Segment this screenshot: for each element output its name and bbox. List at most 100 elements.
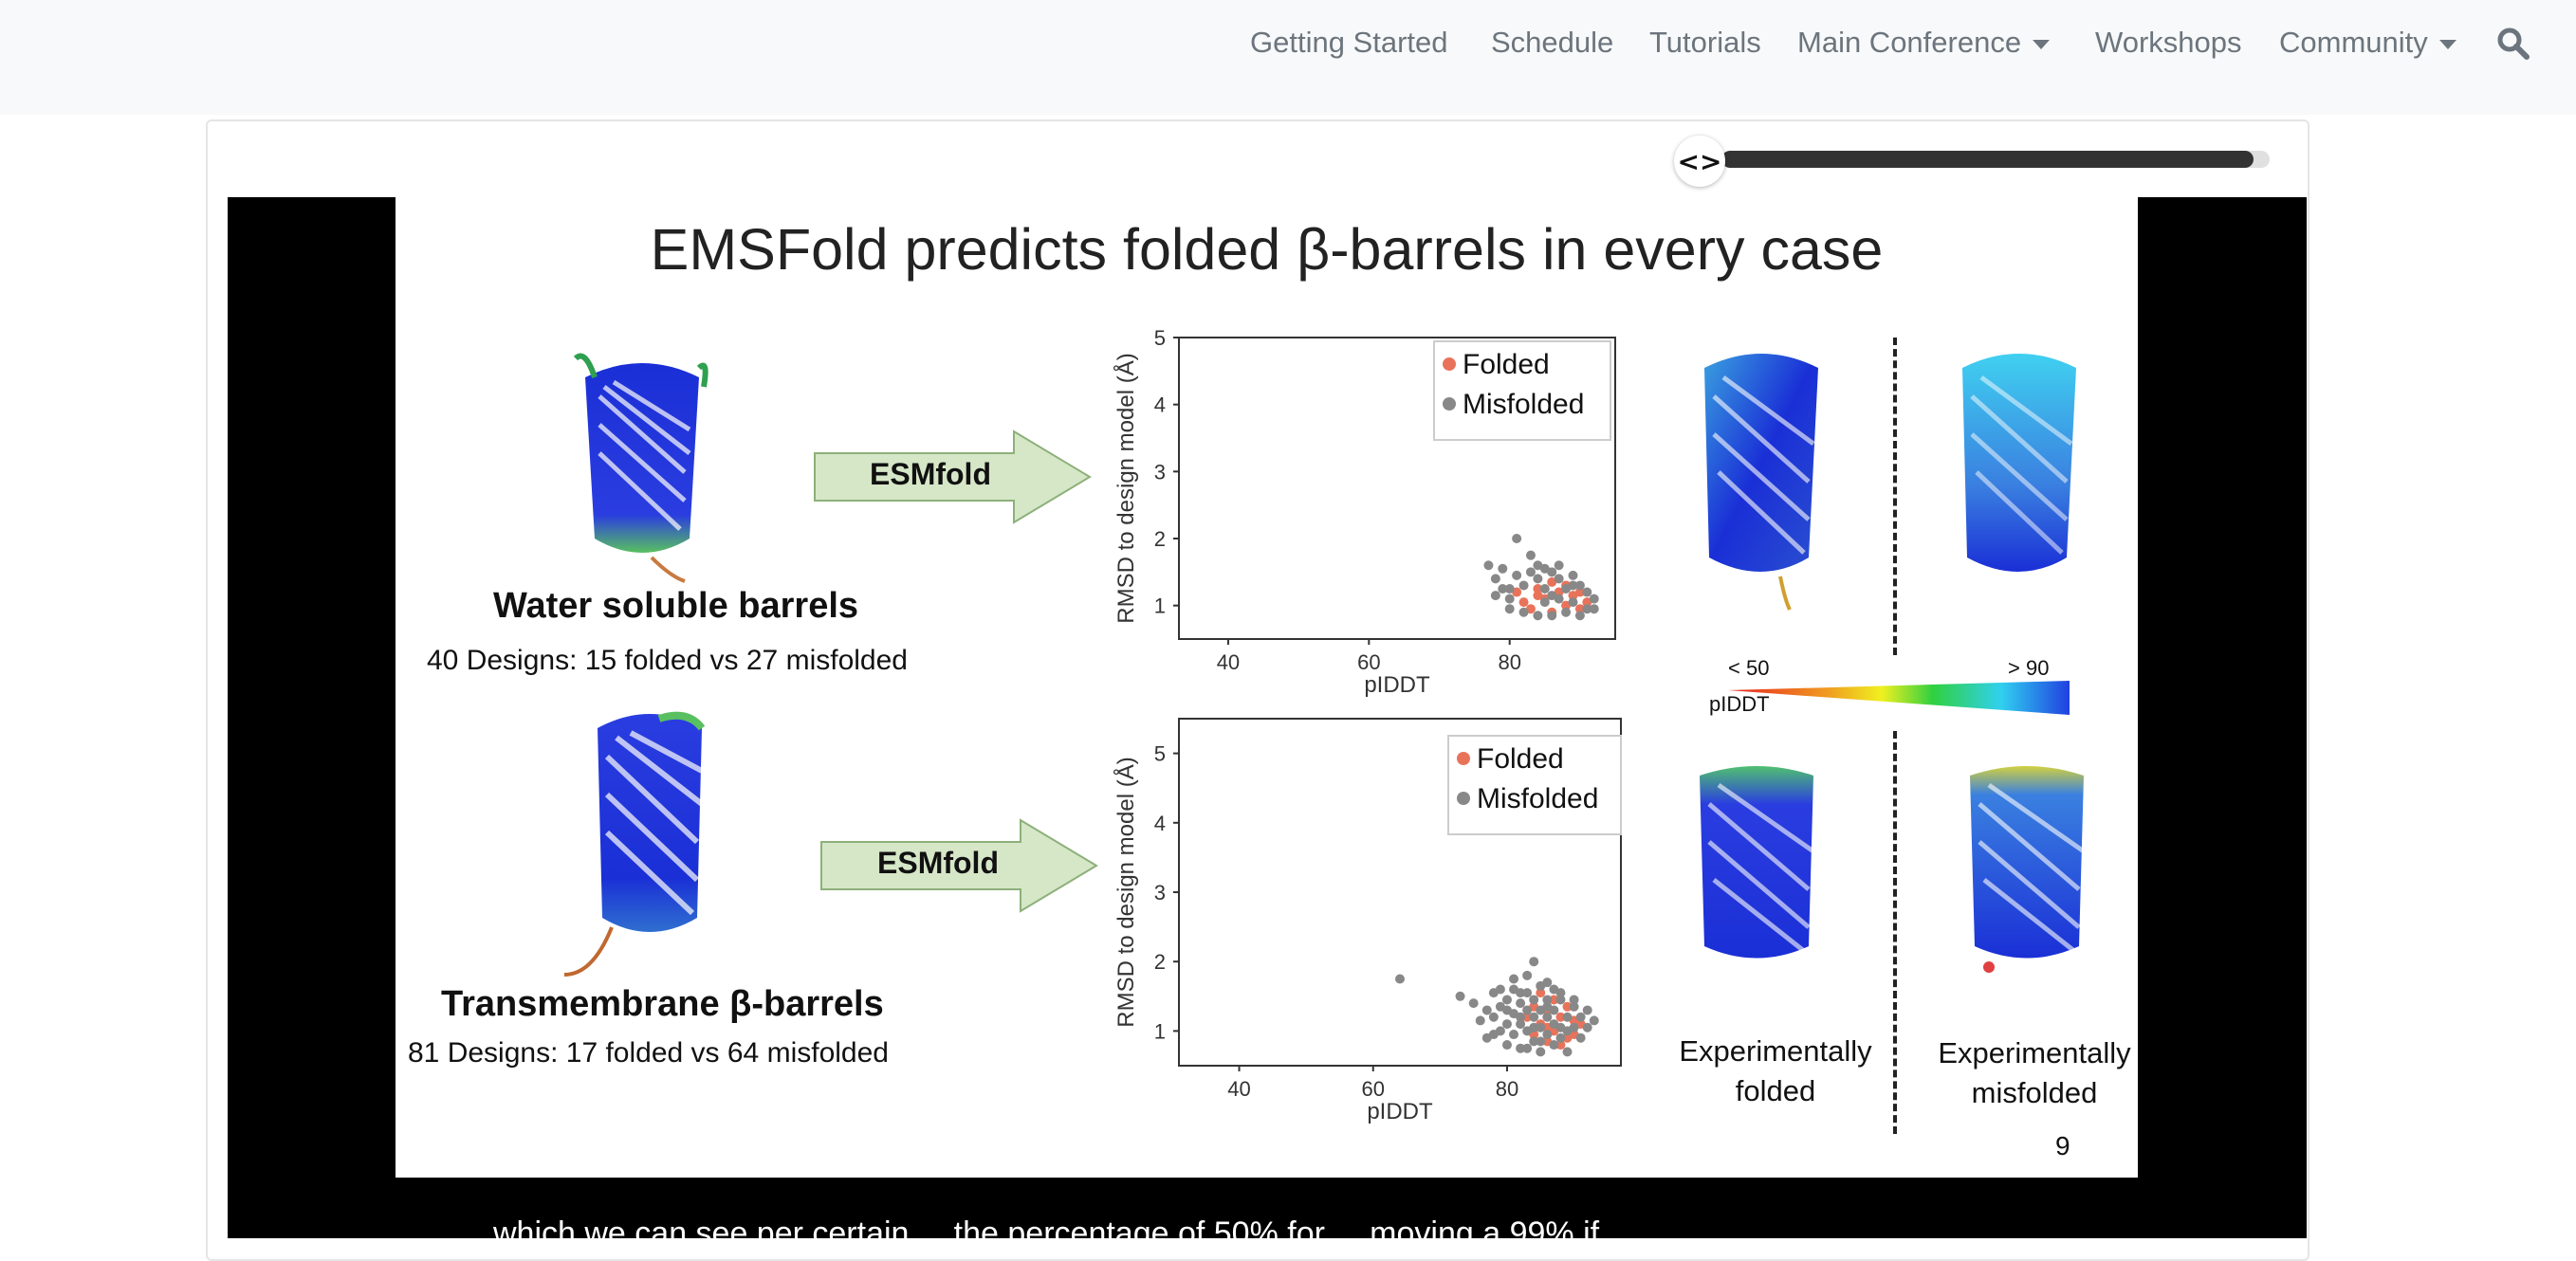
nav-workshops[interactable]: Workshops bbox=[2095, 26, 2242, 59]
plot-frame bbox=[1178, 337, 1616, 640]
colorbar-label: pIDDT bbox=[1709, 692, 1770, 716]
legend-marker bbox=[1443, 357, 1456, 371]
chevron-down-icon bbox=[2438, 39, 2456, 49]
colorbar-high-label: > 90 bbox=[2008, 656, 2050, 680]
data-point-misfolded bbox=[1561, 607, 1572, 617]
chevron-down-icon bbox=[2033, 39, 2051, 49]
data-point-misfolded bbox=[1490, 574, 1500, 584]
legend-box bbox=[1433, 340, 1611, 441]
data-point-misfolded bbox=[1490, 591, 1500, 601]
legend-label: Folded bbox=[1463, 349, 1550, 380]
data-point-folded bbox=[1512, 587, 1522, 597]
data-point-misfolded bbox=[1589, 604, 1599, 614]
outcome-line: Experimentally bbox=[1938, 1036, 2131, 1069]
data-point-misfolded bbox=[1568, 570, 1578, 580]
outcome-line: folded bbox=[1735, 1074, 1816, 1107]
data-point-folded bbox=[1518, 597, 1529, 608]
data-point-misfolded bbox=[1554, 594, 1564, 604]
y-tick-label: 5 bbox=[1154, 326, 1166, 350]
protein-structure-image bbox=[563, 711, 706, 977]
scatter-chart-water-soluble: 40 60 80 1 2 3 4 5 pIDDT RMSD to design model (Å)… bbox=[1113, 326, 1616, 698]
data-point-misfolded bbox=[1574, 580, 1585, 591]
data-point-folded bbox=[1582, 597, 1592, 608]
data-point-folded bbox=[1561, 600, 1572, 611]
data-point-misfolded bbox=[1504, 594, 1515, 604]
y-tick-label: 3 bbox=[1154, 460, 1166, 484]
nav-getting-started[interactable]: Getting Started bbox=[1250, 26, 1448, 59]
data-point-misfolded bbox=[1498, 584, 1508, 594]
y-tick-label: 4 bbox=[1154, 393, 1166, 417]
data-point-misfolded bbox=[1504, 604, 1515, 614]
data-point-misfolded bbox=[1561, 584, 1572, 594]
progress-fill bbox=[1721, 151, 2254, 168]
group-summary: 81 Designs: 17 folded vs 64 misfolded bbox=[408, 1037, 889, 1069]
arrow-icon bbox=[820, 818, 1098, 913]
slide-page-number: 9 bbox=[2055, 1131, 2070, 1160]
data-point-misfolded bbox=[1554, 574, 1564, 584]
data-point-misfolded bbox=[1525, 550, 1536, 560]
colorbar bbox=[1728, 681, 2070, 715]
data-point-misfolded bbox=[1547, 567, 1557, 577]
legend-marker bbox=[1443, 397, 1456, 411]
data-point-misfolded bbox=[1498, 563, 1508, 574]
nav-community-label: Community bbox=[2279, 26, 2428, 59]
panel-toggle-button[interactable]: <> bbox=[1674, 136, 1725, 187]
data-point-misfolded bbox=[1533, 560, 1543, 571]
slide-title: EMSFold predicts folded β-barrels in eve… bbox=[650, 217, 1884, 282]
arrow-icon bbox=[814, 429, 1092, 524]
nav-tutorials[interactable]: Tutorials bbox=[1649, 26, 1761, 59]
x-tick-label: 40 bbox=[1217, 650, 1240, 674]
nav-main-conference[interactable]: Main Conference bbox=[1797, 24, 2051, 62]
progress-bar[interactable] bbox=[1721, 151, 2270, 168]
data-point-misfolded bbox=[1504, 584, 1515, 594]
data-point-misfolded bbox=[1568, 597, 1578, 608]
legend-label: Misfolded bbox=[1463, 389, 1584, 420]
data-point-folded bbox=[1533, 584, 1543, 594]
data-point-misfolded bbox=[1512, 570, 1522, 580]
data-point-misfolded bbox=[1512, 534, 1522, 543]
data-point-misfolded bbox=[1589, 594, 1599, 604]
group-name: Transmembrane β-barrels bbox=[441, 984, 884, 1024]
colorbar-low-label: < 50 bbox=[1728, 656, 1770, 680]
protein-structure-image bbox=[1704, 354, 1818, 611]
data-point-misfolded bbox=[1539, 597, 1550, 608]
nav-main-conference-label: Main Conference bbox=[1797, 26, 2022, 59]
outcome-label-folded: Experimentally folded bbox=[1662, 1032, 1889, 1111]
data-point-misfolded bbox=[1525, 567, 1536, 577]
data-point-folded bbox=[1525, 604, 1536, 614]
y-tick-label: 1 bbox=[1154, 594, 1166, 618]
x-axis-label: pIDDT bbox=[1364, 672, 1430, 698]
data-point-misfolded bbox=[1582, 604, 1592, 614]
outcome-line: Experimentally bbox=[1679, 1034, 1872, 1068]
data-point-misfolded bbox=[1547, 591, 1557, 601]
data-point-misfolded bbox=[1582, 587, 1592, 597]
protein-structure-image bbox=[1970, 766, 2086, 973]
arrow-label: ESMfold bbox=[870, 457, 991, 491]
data-point-misfolded bbox=[1539, 563, 1550, 574]
data-point-misfolded bbox=[1533, 611, 1543, 621]
data-point-misfolded bbox=[1547, 611, 1557, 621]
group-name: Water soluble barrels bbox=[493, 586, 859, 626]
data-point-misfolded bbox=[1539, 584, 1550, 594]
data-point-folded bbox=[1533, 591, 1543, 601]
data-point-misfolded bbox=[1574, 611, 1585, 621]
group-summary: 40 Designs: 15 folded vs 27 misfolded bbox=[427, 645, 908, 676]
protein-structure-image bbox=[1700, 766, 1815, 959]
data-point-misfolded bbox=[1483, 560, 1494, 571]
arrow-label: ESMfold bbox=[877, 846, 999, 880]
nav-community[interactable]: Community bbox=[2279, 24, 2456, 62]
x-tick-label: 60 bbox=[1357, 650, 1380, 674]
search-icon[interactable] bbox=[2496, 27, 2530, 61]
data-point-folded bbox=[1568, 591, 1578, 601]
data-point-folded bbox=[1547, 576, 1557, 587]
top-navbar: Getting Started Schedule Tutorials Main … bbox=[0, 0, 2576, 115]
data-point-misfolded bbox=[1568, 580, 1578, 591]
presentation-slide: EMSFold predicts folded β-barrels in eve… bbox=[396, 197, 2138, 1178]
data-point-misfolded bbox=[1518, 580, 1529, 591]
protein-structure-image bbox=[1962, 354, 2076, 572]
data-point-folded bbox=[1574, 587, 1585, 597]
y-axis-label: RMSD to design model (Å) bbox=[1113, 353, 1139, 623]
nav-schedule[interactable]: Schedule bbox=[1491, 26, 1614, 59]
outcome-label-misfolded: Experimentally misfolded bbox=[1921, 1033, 2138, 1113]
divider bbox=[1893, 731, 1897, 1134]
